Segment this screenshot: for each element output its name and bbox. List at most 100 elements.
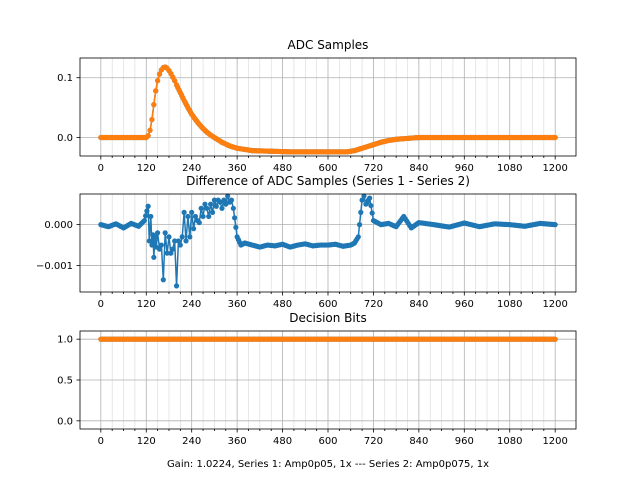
- difference-x-tick-label: 720: [364, 299, 383, 310]
- difference-x-tick-label: 960: [455, 299, 474, 310]
- difference-series-1-point: [166, 234, 172, 240]
- difference-series-1-point: [164, 250, 170, 256]
- difference-series-1-point: [196, 219, 202, 226]
- adc-samples-title: ADC Samples: [288, 38, 369, 52]
- difference-series-1-point: [152, 234, 158, 240]
- difference-series-1-point: [230, 205, 236, 211]
- decision-bits-y-axis: 0.0 0.5 1.0: [57, 335, 80, 427]
- difference-x-tick-label: 480: [273, 299, 292, 310]
- difference-series-1-point: [187, 234, 193, 240]
- decision-bits-x-tick-label: 480: [273, 436, 292, 447]
- adc-samples-x-tick-label: 720: [364, 163, 383, 174]
- difference-series-1-point: [361, 193, 367, 199]
- adc-samples-x-tick-label: 1080: [497, 163, 522, 174]
- decision-bits-y-tick-label: 0.0: [57, 416, 73, 427]
- difference-series-1-point: [355, 234, 361, 240]
- difference-series-1-point: [209, 209, 216, 215]
- difference-y-axis: −0.001 0.000: [36, 220, 80, 272]
- adc-samples-x-tick-label: 0: [98, 163, 104, 174]
- difference-series-1-point: [198, 205, 204, 211]
- adc-samples-x-axis: 0 120 240 360 480 600 720 840 960 1080 1200: [98, 156, 568, 174]
- decision-bits-x-axis: 0 120 240 360 480 600 720 840 960 1080 1200: [98, 429, 568, 447]
- adc-samples-series-2-point: [172, 78, 178, 84]
- difference-x-tick-label: 600: [318, 299, 337, 310]
- difference-series-1-point: [141, 217, 147, 224]
- adc-samples-series-2-point: [149, 116, 155, 123]
- decision-bits-x-tick-label: 720: [364, 436, 383, 447]
- difference-series-1-point: [175, 238, 182, 244]
- decision-bits-series-2-point: [552, 336, 558, 342]
- adc-samples-x-tick-label: 360: [228, 163, 247, 174]
- difference-series-1-point: [156, 246, 163, 252]
- adc-samples-x-tick-label: 840: [409, 163, 428, 174]
- difference-series-1-point: [183, 238, 189, 244]
- difference-series-1-point: [158, 242, 164, 248]
- difference-series-1-point: [155, 230, 161, 236]
- adc-samples-series-2-point: [151, 102, 157, 108]
- difference-series-1-point: [204, 205, 210, 211]
- difference-series-1-point: [202, 201, 208, 207]
- difference-x-tick-label: 840: [409, 299, 428, 310]
- difference-title: Difference of ADC Samples (Series 1 - Se…: [186, 174, 470, 188]
- adc-samples-x-tick-label: 120: [137, 163, 156, 174]
- difference-series-1-point: [189, 209, 195, 215]
- adc-samples-x-tick-label: 480: [273, 163, 292, 174]
- difference-y-tick-label: 0.000: [44, 220, 73, 231]
- difference-series-1-point: [190, 226, 197, 232]
- adc-samples-y-tick-label: 0.0: [57, 133, 73, 144]
- difference-x-tick-label: 240: [182, 299, 201, 310]
- difference-series-1-point: [172, 238, 178, 244]
- adc-samples-series-2-point: [147, 127, 153, 133]
- difference-series-1-point: [213, 203, 219, 209]
- adc-samples-y-tick-label: 0.1: [57, 73, 73, 84]
- adc-samples-y-axis: 0.0 0.1: [57, 73, 80, 144]
- decision-bits-grid: [80, 331, 576, 429]
- difference-series-1-point: [369, 210, 375, 216]
- difference-series-1-point: [148, 213, 154, 220]
- difference-series-1-point: [170, 246, 176, 252]
- difference-series-1-point: [149, 242, 155, 248]
- adc-samples-x-tick-label: 240: [182, 163, 201, 174]
- decision-bits-panel: 0 120 240 360 480 600 720 840 960 1080 1200 0.0 0.5 1…: [57, 330, 577, 447]
- adc-samples-series-2: [98, 64, 558, 155]
- difference-series-1-point: [173, 283, 180, 289]
- difference-series-1-point: [552, 222, 558, 228]
- adc-samples-series-2-point: [155, 78, 161, 84]
- difference-series-1-point: [368, 202, 374, 209]
- difference-series-1-point: [151, 254, 157, 260]
- difference-x-tick-label: 0: [98, 299, 104, 310]
- decision-bits-x-tick-label: 960: [455, 436, 474, 447]
- difference-series-1-point: [232, 215, 238, 221]
- adc-samples-series-2-point: [153, 88, 159, 94]
- decision-bits-x-tick-label: 0: [98, 436, 104, 447]
- difference-series-1-point: [219, 205, 225, 211]
- decision-bits-y-tick-label: 0.5: [57, 376, 73, 387]
- difference-series-1-point: [206, 213, 212, 220]
- decision-bits-x-tick-label: 1080: [497, 436, 522, 447]
- difference-x-tick-label: 1200: [542, 299, 567, 310]
- difference-series-1-point: [168, 250, 174, 256]
- decision-bits-y-tick-label: 1.0: [57, 335, 73, 346]
- difference-x-axis: 0 120 240 360 480 600 720 840 960 1080 1200: [98, 292, 568, 310]
- decision-bits-x-tick-label: 360: [228, 436, 247, 447]
- decision-bits-x-tick-label: 120: [137, 436, 156, 447]
- difference-series-1: [98, 193, 558, 289]
- adc-samples-series-2-point: [552, 134, 558, 141]
- difference-series-1-point: [162, 230, 168, 236]
- difference-series-1-point: [143, 213, 149, 219]
- difference-x-tick-label: 360: [228, 299, 247, 310]
- difference-series-1-point: [160, 277, 166, 283]
- difference-series-1-point: [228, 197, 235, 203]
- adc-samples-x-tick-label: 600: [318, 163, 337, 174]
- difference-series-1-point: [367, 195, 373, 201]
- adc-samples-series-2-point: [156, 71, 163, 77]
- difference-series-1-point: [225, 193, 231, 199]
- difference-series-1-point: [221, 197, 227, 203]
- difference-series-1-point: [358, 209, 364, 215]
- difference-series-1-point: [208, 201, 214, 207]
- difference-x-tick-label: 1080: [497, 299, 522, 310]
- difference-series-1-point: [233, 224, 239, 230]
- difference-series-1-point: [356, 222, 363, 228]
- difference-series-1-point: [181, 209, 187, 215]
